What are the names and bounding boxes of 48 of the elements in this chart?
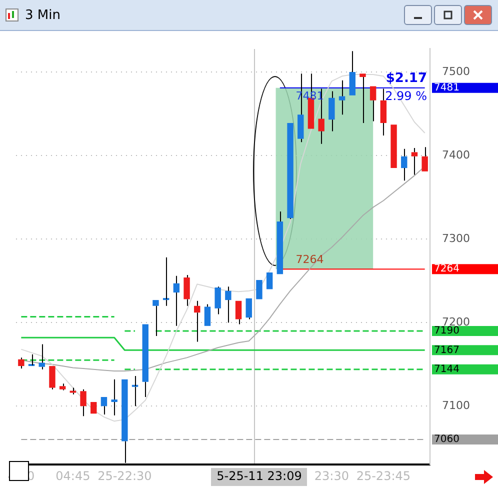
y-tick-label: 7400 — [442, 148, 470, 162]
candlestick — [70, 387, 76, 395]
candlestick — [411, 148, 418, 176]
candlestick — [370, 86, 376, 122]
x-tick-label: 5-25-11 23:09 — [216, 468, 302, 483]
candlestick — [214, 286, 221, 315]
x-tick-label: 04:45 — [56, 468, 90, 483]
candlestick — [111, 378, 118, 416]
candlestick — [422, 146, 428, 172]
candlestick — [246, 298, 252, 320]
x-tick-label: 25-22:30 — [98, 468, 152, 483]
data-label: 7167 — [434, 344, 460, 356]
data-label: 7264 — [434, 264, 460, 275]
y-tick-label: 7100 — [442, 398, 470, 412]
data-label: 7481 — [434, 82, 460, 94]
candlestick — [328, 90, 335, 132]
candlestick — [276, 210, 284, 274]
candlestick — [287, 122, 294, 220]
candlestick — [49, 366, 56, 390]
x-tick-label: 25-23:45 — [356, 468, 411, 483]
candlestick — [173, 275, 180, 326]
candlestick — [100, 396, 108, 415]
y-tick-label: 7500 — [442, 64, 470, 78]
data-label: 7144 — [434, 364, 460, 375]
x-tick-label: 23:30 — [314, 468, 349, 483]
candlestick — [142, 324, 148, 398]
candlestick — [338, 80, 346, 116]
candlestick — [380, 88, 387, 136]
candlestick — [401, 148, 408, 182]
annotation: $2.17 — [386, 71, 427, 86]
candlestick — [204, 304, 211, 326]
candlestick — [360, 74, 366, 124]
data-label: 7190 — [434, 326, 460, 337]
candlestick — [38, 344, 45, 370]
candlestick — [235, 300, 242, 325]
annotation: 2.99 % — [385, 88, 427, 103]
candlestick — [184, 274, 190, 306]
annotation: 7264 — [296, 252, 324, 266]
candlestick — [194, 300, 200, 342]
candlestick — [59, 383, 66, 391]
candlestick — [18, 357, 24, 370]
candlestick — [80, 388, 86, 417]
chart-title: 3 Min — [25, 8, 60, 22]
candlestick — [225, 286, 232, 324]
y-tick-label: 7300 — [442, 232, 470, 245]
candlestick — [152, 300, 159, 336]
data-label: 7060 — [434, 434, 460, 446]
candlestick — [349, 50, 356, 96]
